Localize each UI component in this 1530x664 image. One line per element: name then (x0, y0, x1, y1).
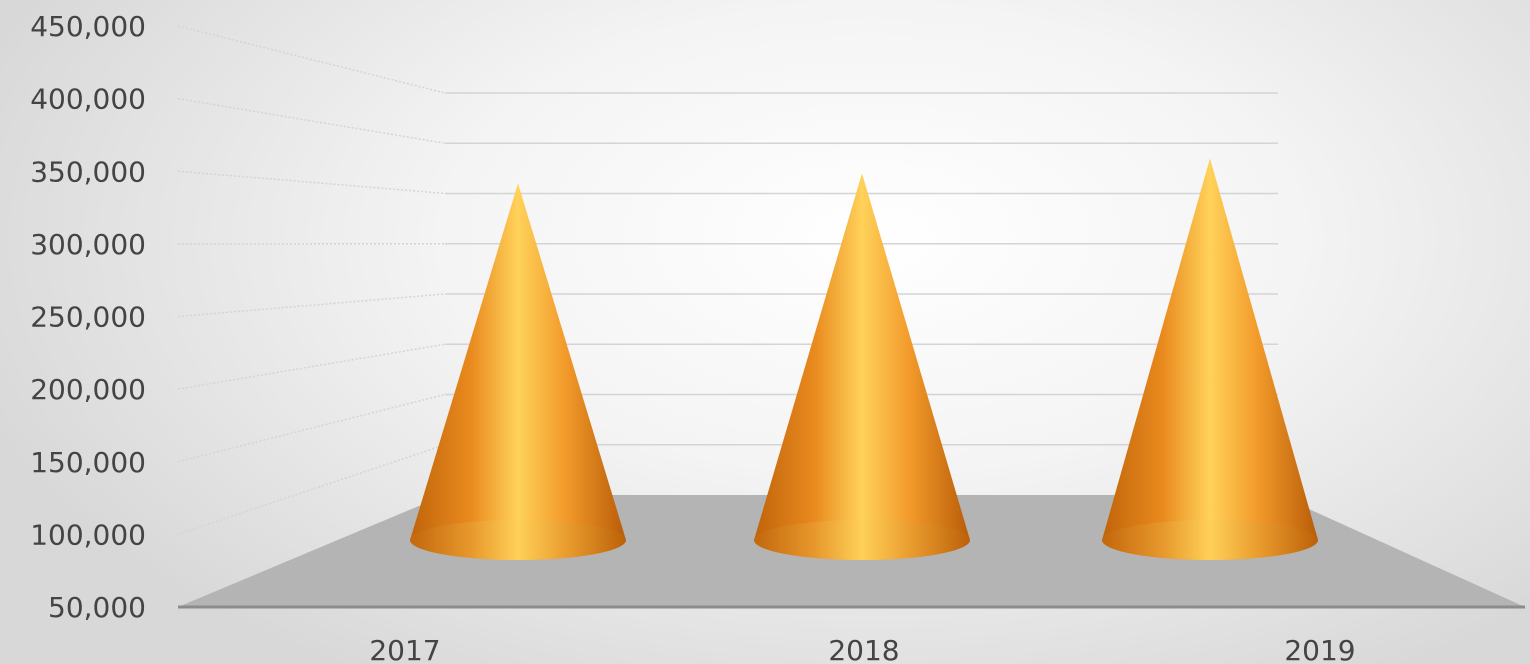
y-tick-label: 100,000 (30, 518, 146, 551)
cone-mark (754, 173, 970, 560)
gridline-side (177, 293, 446, 318)
gridline-side (177, 444, 446, 536)
y-tick-label: 150,000 (30, 446, 146, 479)
gridline-side (177, 343, 446, 390)
y-tick-label: 450,000 (30, 10, 146, 43)
gridline-side (177, 25, 446, 94)
cone-base (754, 520, 970, 560)
y-tick-label: 400,000 (30, 83, 146, 116)
y-tick-label: 250,000 (30, 301, 146, 334)
gridline-side (177, 393, 446, 463)
y-tick-label: 200,000 (30, 373, 146, 406)
grid-layer (177, 25, 1278, 536)
cone-body (754, 173, 970, 560)
gridline-side (177, 170, 446, 195)
y-tick-label: 350,000 (30, 155, 146, 188)
x-tick-label: 2017 (369, 634, 440, 664)
cone-base (1102, 520, 1318, 560)
cone-mark (410, 183, 626, 560)
gridline-side (177, 97, 446, 144)
cone-layer (410, 158, 1318, 560)
y-tick-label: 300,000 (30, 228, 146, 261)
x-tick-label: 2019 (1284, 634, 1355, 664)
axis-layer: 450,000 400,000 350,000 300,000 250,000 200,0… (30, 10, 1355, 664)
cone-mark (1102, 158, 1318, 560)
cone-body (1102, 158, 1318, 560)
x-tick-label: 2018 (828, 634, 899, 664)
cone-body (410, 183, 626, 560)
cone-base (410, 520, 626, 560)
y-tick-label: 50,000 (48, 591, 146, 624)
